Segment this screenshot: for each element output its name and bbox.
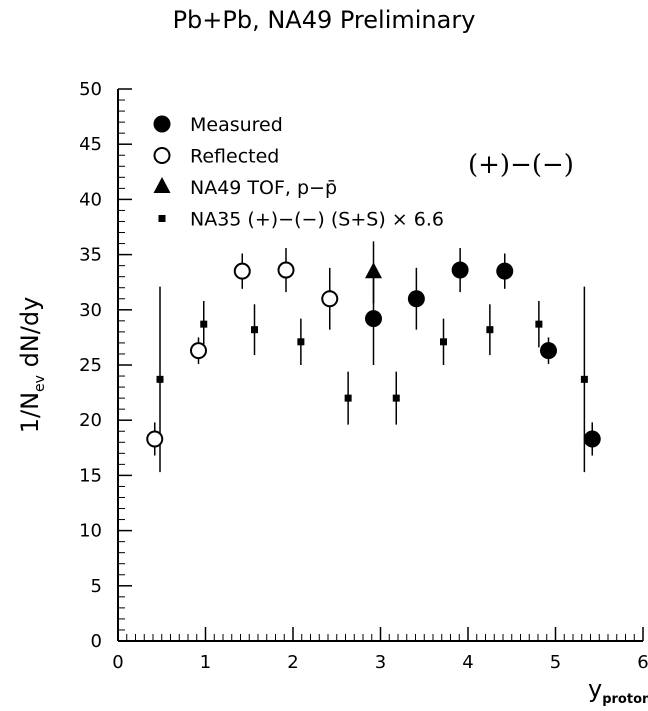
x-tick-label: 2 [287,652,298,673]
data-point-filled-circle [365,310,382,328]
y-tick-label: 40 [79,189,102,210]
legend-label: NA49 TOF, p−p̄ [190,177,337,199]
data-marks [146,241,601,473]
chart-title: Pb+Pb, NA49 Preliminary [172,6,476,34]
data-point-filled-circle [540,342,557,360]
legend-marker-filled-circle [153,115,171,133]
data-point-filled-square [200,320,208,328]
y-axis-label-main: 1/N [16,392,44,433]
data-point-filled-square [392,394,400,402]
data-point-filled-circle [583,430,601,448]
y-axis-label-sub: ev [32,375,48,392]
data-point-filled-circle [407,290,425,308]
x-tick-label: 5 [550,652,561,673]
x-tick-label: 6 [637,652,648,673]
data-point-filled-square [486,326,494,334]
y-tick-label: 15 [79,465,102,486]
y-tick-label: 10 [79,521,102,542]
data-point-filled-circle [496,262,514,280]
x-axis-label: yproton [588,675,648,707]
data-point-filled-square [535,320,543,328]
y-axis-label-tail: dN/dy [16,297,44,375]
data-point-filled-square [580,375,588,383]
y-tick-label: 20 [79,410,102,431]
y-tick-label: 30 [79,300,102,321]
legend-marker-filled-square [158,215,166,222]
data-point-filled-triangle [365,262,382,279]
legend: Measured Reflected NA49 TOF, p−p̄ NA35 (+)−… [153,114,444,231]
legend-label: Reflected [190,146,279,168]
y-tick-label: 0 [91,631,102,652]
x-tick-label: 1 [200,652,211,673]
data-point-open-circle [277,261,295,279]
legend-label: Measured [190,114,283,136]
data-point-open-circle [190,342,207,360]
data-point-filled-square [251,326,258,334]
y-tick-label: 35 [79,245,102,266]
data-point-open-circle [233,262,251,280]
data-point-filled-square [344,394,352,402]
data-point-filled-square [297,338,305,346]
y-tick-label: 5 [91,576,102,597]
data-point-open-circle [321,290,339,308]
data-point-open-circle [146,430,164,448]
data-point-filled-square [156,375,164,383]
x-tick-label: 0 [112,652,123,673]
chart-annotation: (+)−(−) [468,150,574,180]
data-point-filled-circle [451,261,469,279]
legend-label: NA35 (+)−(−) (S+S) × 6.6 [190,209,444,231]
legend-marker-open-circle [153,147,171,164]
x-tick-label: 3 [375,652,386,673]
y-axis-label: 1/Nev dN/dy [16,297,48,434]
x-axis-label-sub: proton [602,692,648,707]
data-point-filled-square [440,338,447,346]
y-tick-label: 50 [79,79,102,100]
x-tick-label: 4 [462,652,473,673]
x-axis-label-main: y [588,675,602,703]
y-tick-label: 45 [79,134,102,155]
legend-marker-filled-triangle [153,177,171,193]
y-tick-label: 25 [79,355,102,376]
